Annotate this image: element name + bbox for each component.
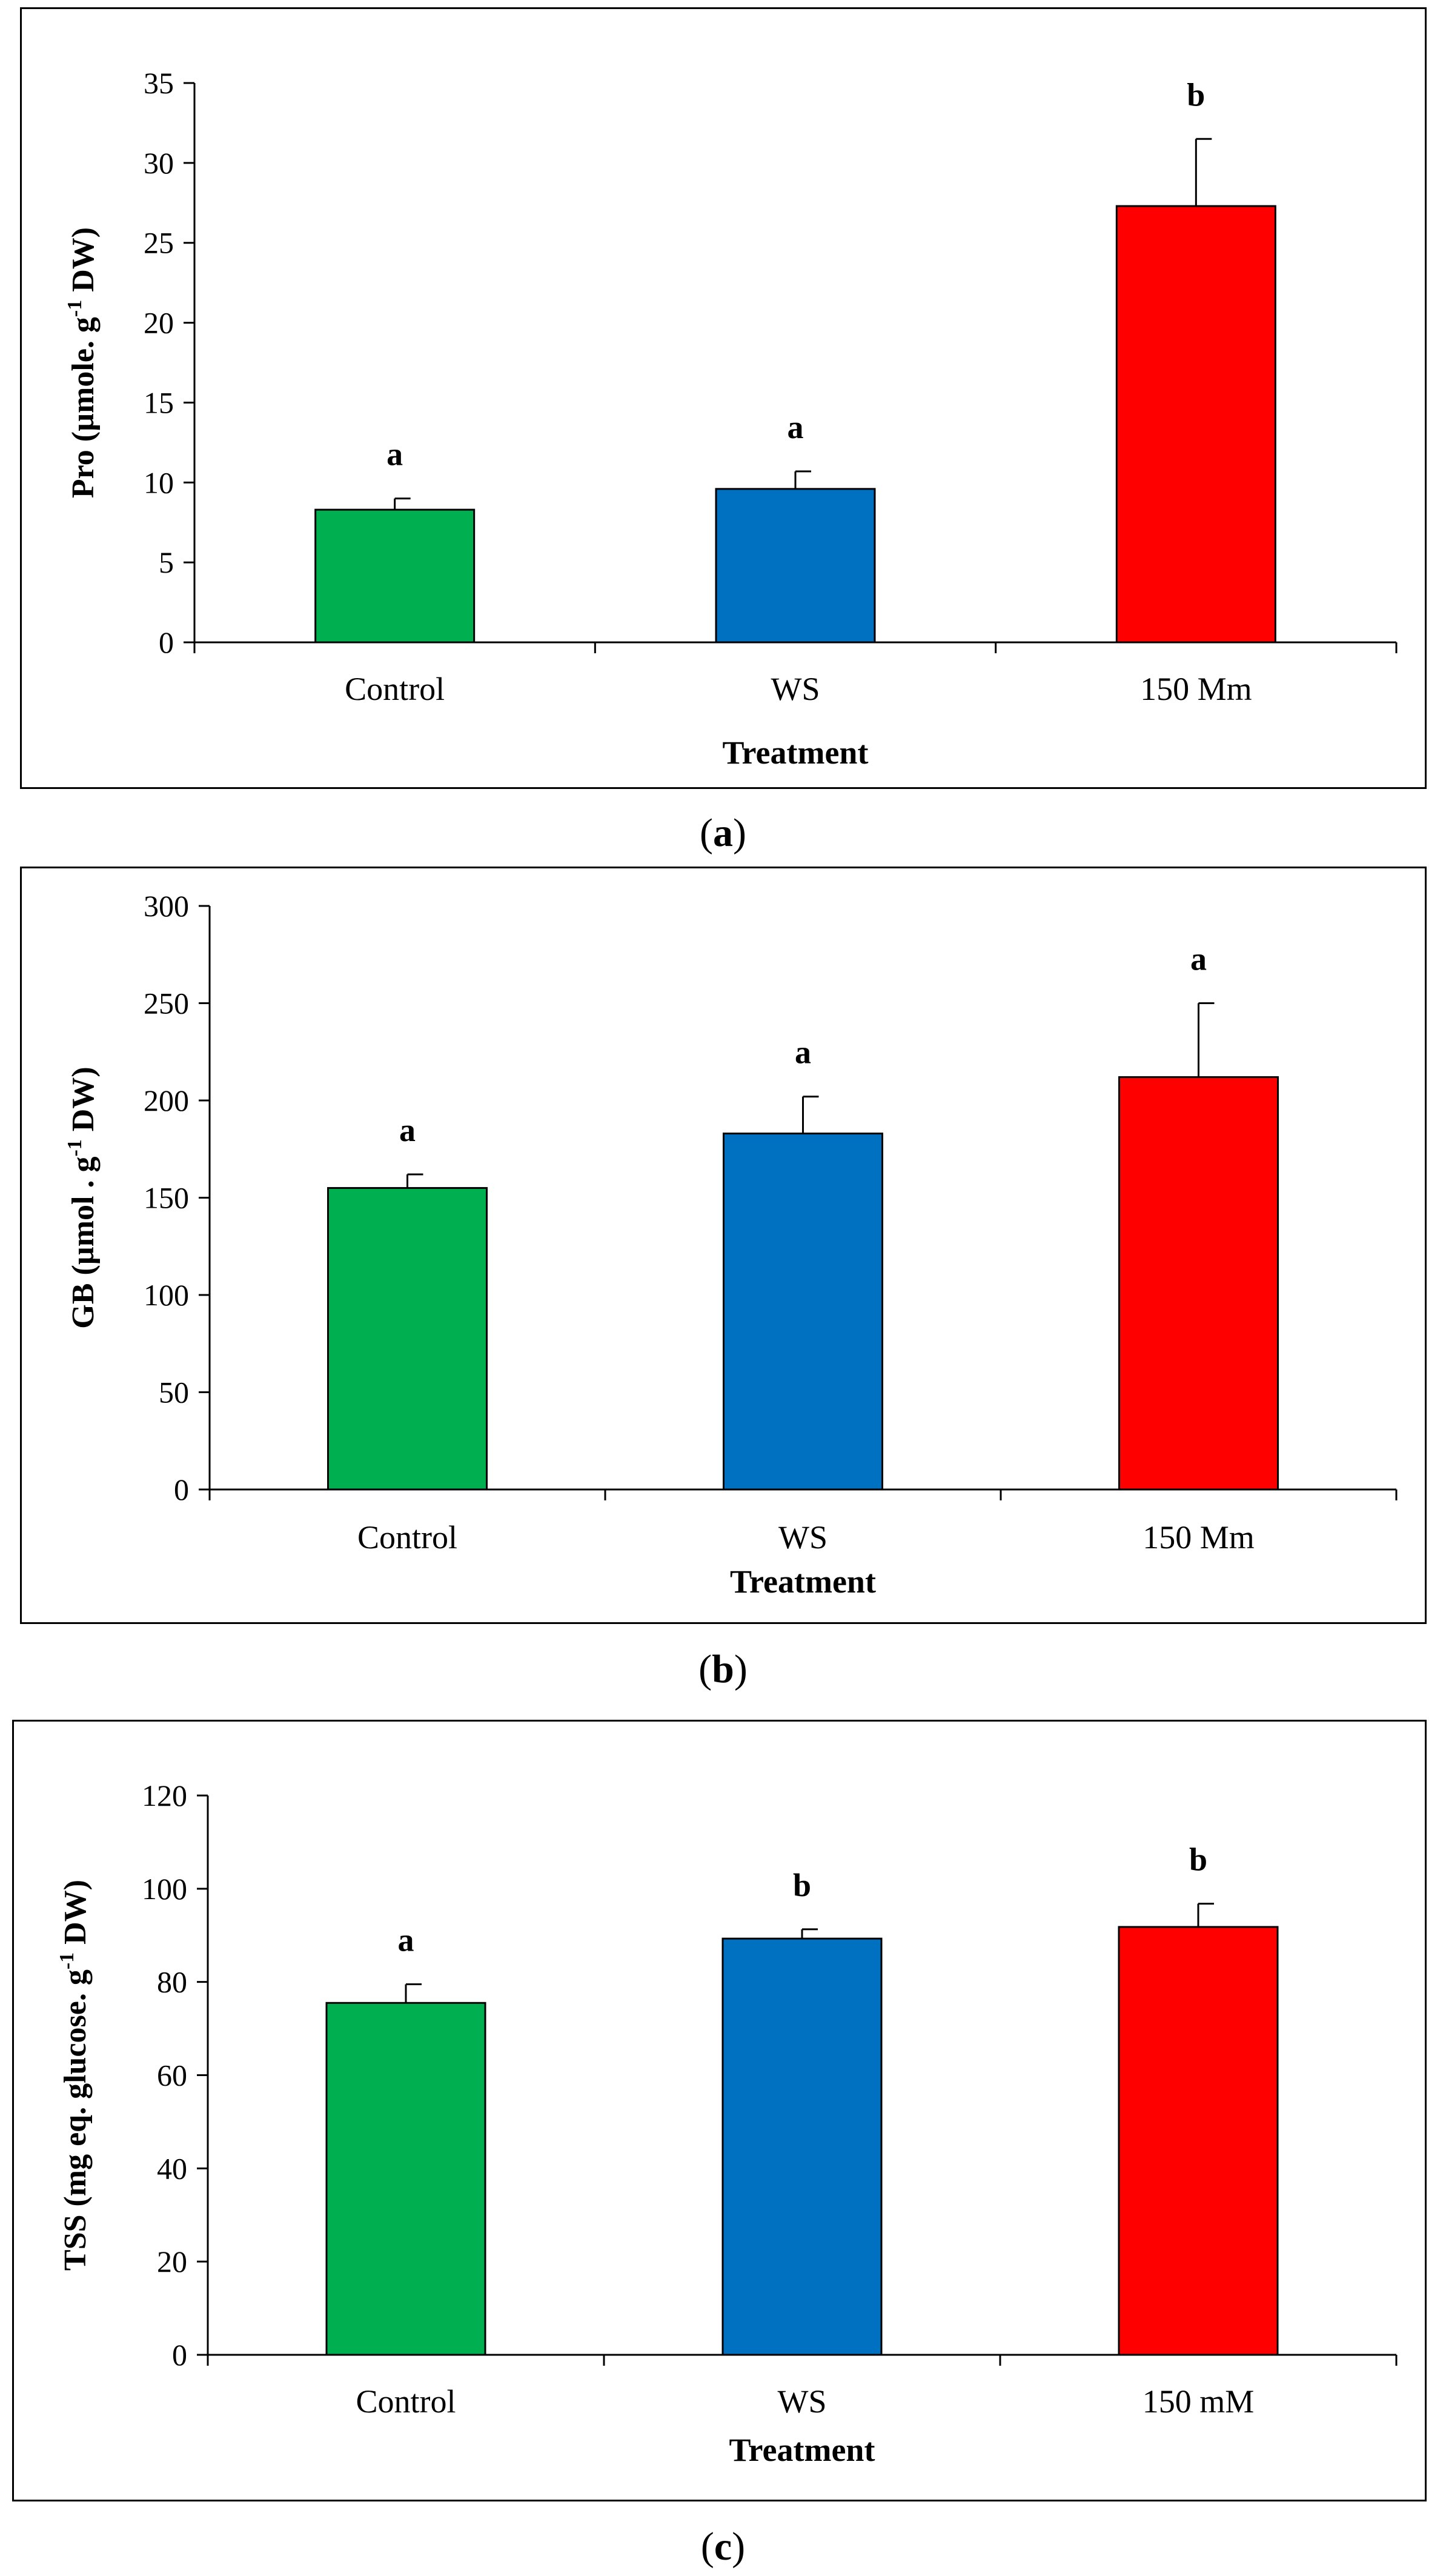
chart-c-bar [325, 2002, 486, 2356]
chart-c-category-label: Control [356, 2383, 456, 2420]
chart-panel-b: 0 50 100 150 200 250 300 a Control a WS a 150 Mm Trea… [20, 867, 1427, 1624]
chart-b-ylabel-tail: DW) [66, 1067, 101, 1139]
chart-c-ytick-label: 20 [157, 2245, 187, 2278]
chart-c-ytick-label: 0 [172, 2338, 187, 2372]
chart-c-ylabel-tail: DW) [58, 1880, 93, 1952]
chart-b-category-label: WS [778, 1519, 827, 1556]
chart-b-ytick-label: 250 [144, 987, 189, 1020]
chart-a-category-label: Control [345, 671, 445, 707]
chart-c-ylabel-main: TSS (mg eq. glucose. g [58, 1969, 93, 2271]
chart-b-bar [723, 1133, 883, 1491]
chart-c-ytick-label: 60 [157, 2058, 187, 2092]
chart-a-ytick-label: 5 [159, 545, 174, 579]
chart-c-bar [721, 1937, 883, 2356]
chart-b-ytick-label: 0 [174, 1473, 189, 1506]
chart-c-significance-letter: a [398, 1922, 414, 1959]
chart-a-ytick-label: 25 [144, 226, 174, 260]
chart-a-ytick-label: 35 [144, 66, 174, 100]
chart-c-bar [1118, 1926, 1279, 2356]
caption-a: (a) [700, 811, 746, 855]
chart-a-ylabel-main: Pro (µmole. g [66, 317, 101, 498]
chart-b-ytick-label: 150 [144, 1181, 189, 1215]
chart-b-svg: 0 50 100 150 200 250 300 a Control a WS a 150 Mm Trea… [64, 889, 1398, 1600]
chart-b-category-label: 150 Mm [1143, 1519, 1255, 1556]
chart-a-bar [715, 488, 876, 644]
chart-c-category-label: WS [778, 2383, 827, 2420]
chart-b-xlabel: Treatment [730, 1563, 876, 1600]
chart-a-significance-letter: a [386, 436, 403, 473]
chart-a-ytick-label: 20 [144, 306, 174, 340]
chart-c-significance-letter: b [793, 1867, 811, 1903]
caption-c: (c) [700, 2524, 746, 2569]
chart-c-significance-letter: b [1189, 1841, 1207, 1877]
chart-c-ytick-label: 100 [142, 1872, 187, 1906]
chart-c-ylabel-sup: -1 [56, 1952, 78, 1969]
chart-b-ylabel: GB (µmol . g-1 DW) [64, 1067, 101, 1328]
chart-a-category-label: WS [771, 671, 820, 707]
chart-panel-a: 0 5 10 15 20 25 30 35 a Control a WS b 150 Mm Treatmen… [20, 7, 1427, 789]
chart-b-bar [1118, 1076, 1279, 1491]
chart-b-category-label: Control [357, 1519, 457, 1556]
chart-a-xlabel: Treatment [723, 734, 869, 771]
chart-a-ytick-label: 0 [159, 625, 174, 659]
chart-c-ytick-label: 80 [157, 1965, 187, 1999]
chart-c-svg: 0 20 40 60 80 100 120 a Control b WS b 150 mM Treatme… [56, 1779, 1398, 2468]
chart-b-significance-letter: a [399, 1112, 416, 1148]
chart-a-ylabel: Pro (µmole. g-1 DW) [64, 227, 101, 498]
chart-a-significance-letter: a [788, 409, 804, 445]
chart-b-ytick-label: 50 [159, 1376, 189, 1409]
chart-c-xlabel: Treatment [729, 2432, 875, 2468]
chart-a-svg: 0 5 10 15 20 25 30 35 a Control a WS b 150 Mm Treatmen… [64, 66, 1398, 771]
chart-b-ylabel-sup: -1 [64, 1139, 86, 1156]
caption-c-letter: c [714, 2524, 732, 2569]
chart-b-ytick-label: 100 [144, 1278, 189, 1312]
chart-a-bar [1115, 205, 1276, 644]
chart-b-ytick-label: 300 [144, 889, 189, 923]
chart-c-category-label: 150 mM [1143, 2383, 1255, 2420]
chart-c-ytick-label: 120 [142, 1779, 187, 1812]
chart-b-significance-letter: a [1190, 941, 1207, 977]
chart-b-bar [327, 1186, 488, 1491]
chart-c-ytick-label: 40 [157, 2151, 187, 2185]
chart-a-ylabel-sup: -1 [64, 300, 86, 317]
chart-panel-c: 0 20 40 60 80 100 120 a Control b WS b 150 mM Treatme… [12, 1720, 1427, 2501]
chart-a-ylabel-tail: DW) [66, 227, 101, 300]
caption-a-letter: a [713, 811, 733, 855]
chart-b-ytick-label: 200 [144, 1083, 189, 1117]
chart-c-ylabel: TSS (mg eq. glucose. g-1 DW) [56, 1880, 93, 2271]
chart-b-ylabel-main: GB (µmol . g [66, 1157, 101, 1329]
caption-b-letter: b [712, 1647, 734, 1691]
chart-a-bar [314, 508, 476, 644]
chart-a-ytick-label: 10 [144, 465, 174, 499]
chart-a-category-label: 150 Mm [1140, 671, 1252, 707]
chart-a-significance-letter: b [1187, 76, 1205, 113]
chart-a-ytick-label: 30 [144, 146, 174, 180]
caption-b: (b) [698, 1647, 748, 1691]
chart-a-ytick-label: 15 [144, 385, 174, 419]
chart-b-significance-letter: a [795, 1034, 811, 1071]
